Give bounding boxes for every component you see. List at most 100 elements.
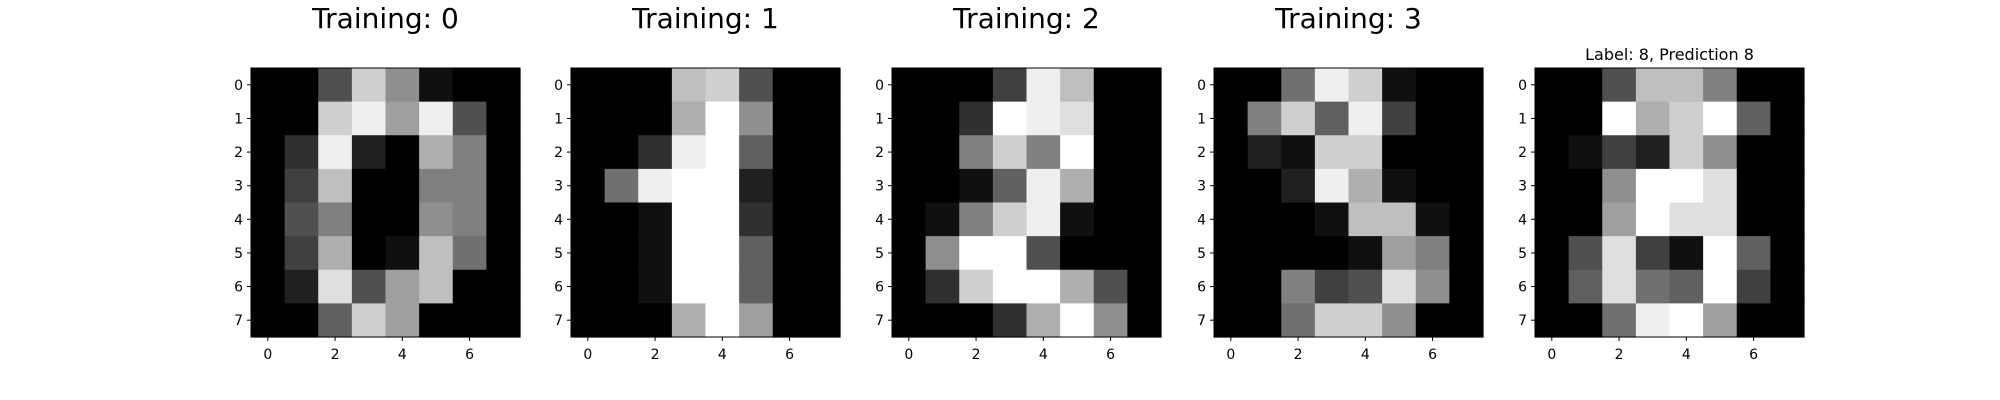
pixel-cell xyxy=(1602,202,1637,237)
y-tick-label: 1 xyxy=(1197,111,1206,127)
pixel-cell xyxy=(959,135,994,170)
pixel-cell xyxy=(284,168,319,204)
pixel-cell xyxy=(1026,202,1061,237)
pixel-cell xyxy=(959,303,994,338)
pixel-cell xyxy=(419,168,454,204)
plot-title: Training: 0 xyxy=(311,2,459,35)
pixel-cell xyxy=(419,68,454,103)
pixel-cell xyxy=(1535,303,1570,338)
pixel-cell xyxy=(1247,236,1282,271)
pixel-cell xyxy=(1382,101,1417,136)
pixel-cell xyxy=(772,168,807,204)
pixel-cell xyxy=(1449,303,1484,338)
pixel-cell xyxy=(318,68,353,103)
pixel-cell xyxy=(284,303,319,338)
pixel-cell xyxy=(1026,168,1061,204)
pixel-cell xyxy=(1382,135,1417,170)
pixel-cell xyxy=(892,101,927,136)
digit-panel-training-1: Training: 1 0 1 2 3 4 5 6 7 0 2 4 6 xyxy=(320,0,841,400)
pixel-cell xyxy=(1669,303,1704,338)
pixel-cell xyxy=(925,101,960,136)
pixel-cell xyxy=(1415,168,1450,204)
pixel-cell xyxy=(486,68,521,103)
pixel-cell xyxy=(959,101,994,136)
pixel-cell xyxy=(1127,135,1162,170)
y-tick-label: 5 xyxy=(554,246,563,262)
pixel-cell xyxy=(1214,101,1249,136)
y-tick-label: 2 xyxy=(234,145,243,161)
x-tick-label: 2 xyxy=(972,347,981,363)
digit-image-plot: Label: 8, Prediction 8 0 1 2 3 4 5 6 7 0 2 4 6 xyxy=(1518,45,1805,363)
pixel-cell xyxy=(1568,202,1603,237)
pixel-cell xyxy=(1635,236,1671,271)
pixel-cell xyxy=(1247,269,1282,304)
pixel-cell xyxy=(959,202,994,237)
pixel-cell xyxy=(806,269,841,304)
pixel-cell xyxy=(992,303,1028,338)
pixel-cell xyxy=(486,101,521,136)
pixel-cell xyxy=(1703,68,1738,103)
pixel-cell xyxy=(1415,68,1450,103)
pixel-cell xyxy=(1093,303,1128,338)
pixel-cell xyxy=(284,269,319,304)
y-tick-label: 5 xyxy=(1518,246,1527,262)
pixel-cell xyxy=(486,168,521,204)
pixel-cell xyxy=(1568,101,1603,136)
pixel-cell xyxy=(1770,269,1805,304)
pixel-cell xyxy=(892,68,927,103)
pixel-cell xyxy=(419,303,454,338)
pixel-cell xyxy=(1314,101,1350,136)
pixel-cell xyxy=(1602,135,1637,170)
pixel-cell xyxy=(1127,236,1162,271)
digit-panel-prediction: Label: 8, Prediction 8 0 1 2 3 4 5 6 7 0 2 4 6 xyxy=(1284,0,1805,400)
pixel-cell xyxy=(1026,303,1061,338)
pixel-cell xyxy=(1602,101,1637,136)
pixel-cell xyxy=(1770,168,1805,204)
pixel-cell xyxy=(1736,135,1771,170)
pixel-cell xyxy=(385,236,420,271)
pixel-cell xyxy=(1736,202,1771,237)
pixel-cell xyxy=(959,68,994,103)
pixel-cell xyxy=(925,135,960,170)
pixel-cell xyxy=(638,269,673,304)
pixel-cell xyxy=(1348,135,1383,170)
pixel-cell xyxy=(705,202,740,237)
pixel-cell xyxy=(1736,101,1771,136)
pixel-cell xyxy=(571,236,606,271)
pixel-cell xyxy=(1247,168,1282,204)
pixel-cell xyxy=(925,303,960,338)
pixel-cell xyxy=(892,236,927,271)
pixel-cell xyxy=(1736,236,1771,271)
pixel-cell xyxy=(806,236,841,271)
pixel-cell xyxy=(486,269,521,304)
y-tick-label: 2 xyxy=(875,145,884,161)
pixel-cell xyxy=(959,236,994,271)
pixel-cell xyxy=(1060,303,1095,338)
pixel-cell xyxy=(1449,68,1484,103)
pixel-cell xyxy=(1093,269,1128,304)
pixel-cell xyxy=(1026,68,1061,103)
pixel-cell xyxy=(251,101,286,136)
pixel-cell xyxy=(1602,236,1637,271)
pixel-cell xyxy=(452,101,487,136)
pixel-cell xyxy=(1449,168,1484,204)
pixel-cell xyxy=(604,269,639,304)
pixel-cell xyxy=(284,236,319,271)
pixel-cell xyxy=(571,269,606,304)
pixel-cell xyxy=(1281,303,1316,338)
pixel-grid xyxy=(892,68,1162,338)
pixel-cell xyxy=(1703,303,1738,338)
pixel-cell xyxy=(1770,135,1805,170)
pixel-cell xyxy=(1669,202,1704,237)
pixel-cell xyxy=(959,168,994,204)
pixel-cell xyxy=(486,202,521,237)
pixel-cell xyxy=(1703,202,1738,237)
pixel-cell xyxy=(705,269,740,304)
pixel-cell xyxy=(1127,303,1162,338)
pixel-cell xyxy=(1602,303,1637,338)
pixel-cell xyxy=(1060,236,1095,271)
y-tick-label: 3 xyxy=(875,179,884,195)
pixel-cell xyxy=(318,269,353,304)
y-tick-label: 2 xyxy=(1518,145,1527,161)
pixel-cell xyxy=(1060,101,1095,136)
